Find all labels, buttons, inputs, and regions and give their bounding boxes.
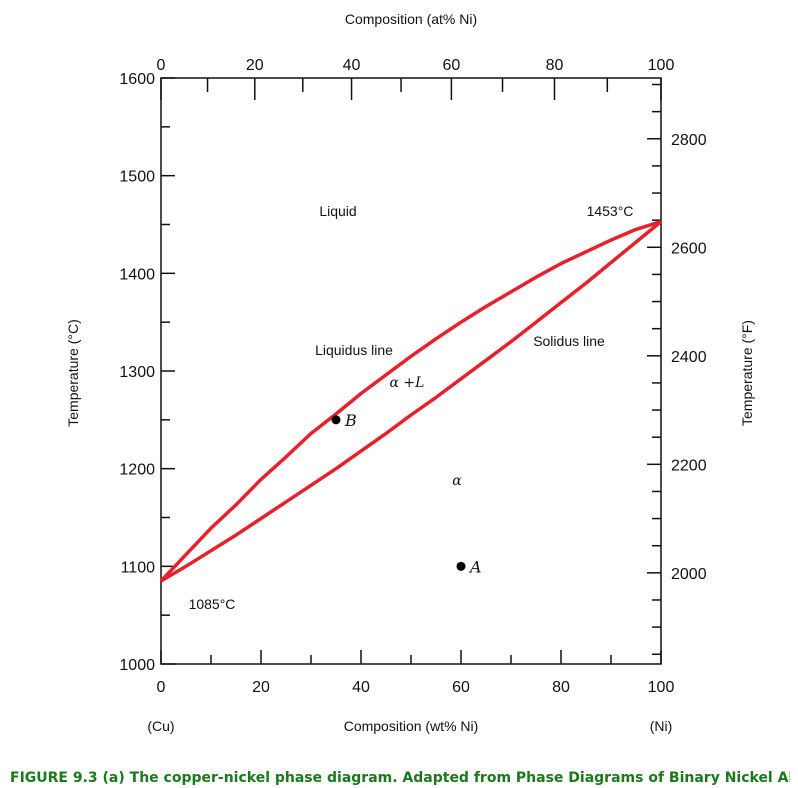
y-axis-title-left: Temperature (°C) [65, 319, 81, 427]
x-end-label-ni: (Ni) [650, 718, 673, 734]
x-tick-label: 80 [552, 679, 570, 696]
x-top-tick-label: 0 [157, 57, 166, 74]
plot-frame [160, 77, 662, 665]
label-melting-point-ni: 1453°C [587, 203, 634, 219]
point-label-b: B [344, 411, 357, 430]
point-b [331, 415, 341, 425]
y-tick-label: 1400 [119, 266, 155, 283]
label-melting-point-cu: 1085°C [189, 596, 236, 612]
x-top-tick-label: 80 [546, 57, 564, 74]
axis-ticks: 0 20 40 60 80 1000 20 40 60 80 1001000110012001300… [119, 57, 706, 696]
x-tick-label: 40 [352, 679, 370, 696]
label-alpha-plus-liquid: α +L [390, 375, 425, 391]
point-label-a: A [468, 557, 482, 576]
x-tick-label: 100 [648, 679, 675, 696]
y-tick-label: 1300 [119, 364, 155, 381]
x-axis-title: Composition (wt% Ni) [344, 718, 479, 734]
x-top-tick-label: 100 [648, 57, 675, 74]
phase-curves [159, 219, 663, 583]
y-tick-label: 1100 [121, 559, 156, 576]
y-tick-label: 1600 [119, 71, 155, 88]
y-right-tick-label: 2000 [671, 566, 707, 583]
plot-area [160, 77, 662, 665]
label-solidus-line: Solidus line [533, 333, 605, 349]
y-right-tick-label: 2800 [671, 132, 707, 149]
label-liquid: Liquid [319, 203, 356, 219]
x-top-tick-label: 20 [246, 57, 264, 74]
top-axis-title: Composition (at% Ni) [345, 11, 477, 27]
y-tick-label: 1000 [119, 657, 155, 674]
phase-diagram-chart: 0 20 40 60 80 1000 20 40 60 80 1001000110012001300… [65, 11, 755, 734]
x-tick-label: 60 [452, 679, 470, 696]
point-a [456, 561, 466, 571]
y-right-tick-label: 2200 [671, 457, 707, 474]
x-tick-label: 0 [157, 679, 166, 696]
y-right-tick-label: 2400 [671, 349, 707, 366]
label-liquidus-line: Liquidus line [315, 342, 393, 358]
y-tick-label: 1500 [119, 169, 155, 186]
x-end-label-cu: (Cu) [147, 718, 174, 734]
y-axis-title-right: Temperature (°F) [739, 320, 755, 426]
x-top-tick-label: 60 [442, 57, 460, 74]
x-top-tick-label: 40 [343, 57, 361, 74]
y-tick-label: 1200 [119, 462, 155, 479]
label-alpha: α [452, 473, 462, 489]
solidus-line [160, 220, 663, 583]
y-right-tick-label: 2600 [671, 240, 707, 257]
data-points: AB [331, 411, 482, 576]
figure-caption: FIGURE 9.3 (a) The copper-nickel phase d… [10, 770, 790, 786]
liquidus-line [159, 219, 662, 583]
x-tick-label: 20 [252, 679, 270, 696]
